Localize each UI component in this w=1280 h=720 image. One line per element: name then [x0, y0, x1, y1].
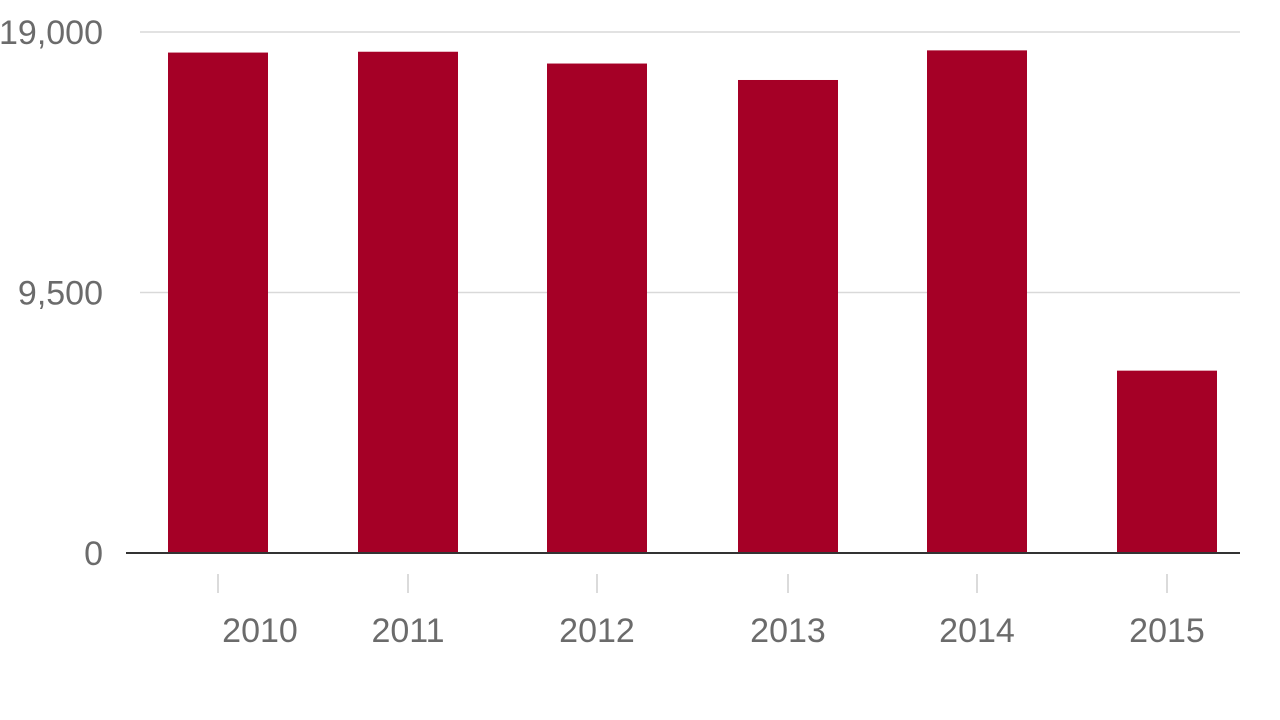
y-tick-label-9500: 9,500	[18, 275, 103, 313]
bar-2011	[358, 51, 458, 553]
x-tick-label-2013: 2013	[750, 612, 826, 650]
y-tick-label-19000: 19,000	[0, 14, 103, 52]
bar-2015	[1117, 370, 1217, 553]
bar-2012	[547, 63, 647, 553]
x-tick-label-2011: 2011	[371, 612, 444, 650]
bar-2014	[927, 50, 1027, 554]
bars	[168, 50, 1217, 554]
bar-2010	[168, 52, 268, 553]
x-tick-label-2014: 2014	[939, 612, 1015, 650]
x-tick-label-2012: 2012	[559, 612, 635, 650]
y-axis-tick-labels: 0 9,500 19,000	[0, 14, 103, 573]
y-tick-label-0: 0	[84, 535, 103, 573]
gridlines	[140, 31, 1240, 294]
bar-2013	[738, 79, 838, 553]
x-tick-label-2010: 2010	[222, 612, 298, 650]
x-tick-label-2015: 2015	[1129, 612, 1205, 650]
x-axis-ticks: 2010 2011 2012 2013 2014 2015	[217, 574, 1205, 650]
